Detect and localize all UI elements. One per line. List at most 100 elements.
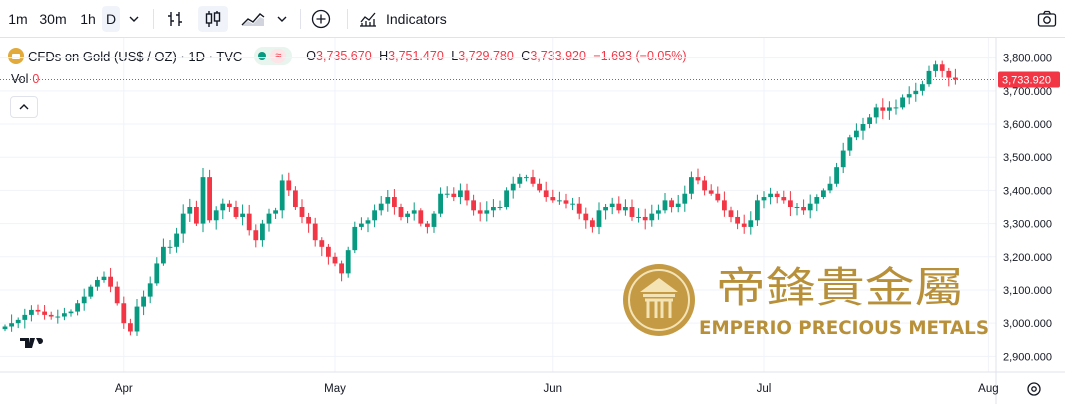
- gold-symbol-icon: [8, 48, 24, 64]
- ohlc-values: O3,735.670 H3,751.470 L3,729.780 C3,733.…: [306, 49, 686, 63]
- candle-body: [240, 213, 245, 217]
- candle: [385, 190, 391, 212]
- candle: [246, 204, 252, 236]
- candle-body: [233, 207, 239, 217]
- candle: [933, 60, 938, 78]
- candle-body: [365, 220, 371, 224]
- price-tick-label: 3,000.000: [1003, 318, 1052, 330]
- candle-body: [451, 193, 457, 198]
- candle-body: [748, 220, 754, 227]
- price-tick-label: 3,600.000: [1003, 119, 1052, 131]
- interval-30m[interactable]: 30m: [39, 11, 67, 27]
- bar-chart-icon[interactable]: [163, 6, 187, 32]
- price-tick-label: 3,300.000: [1003, 219, 1052, 231]
- interval-dropdown-chevron-icon[interactable]: [124, 6, 144, 32]
- collapse-legend-button[interactable]: [10, 96, 38, 118]
- candles-chart-icon[interactable]: [198, 6, 228, 32]
- candle-body: [121, 303, 127, 324]
- candle-body: [939, 64, 945, 71]
- last-price-tag-label: 3,733.920: [1002, 75, 1051, 87]
- brand-name-english: EMPERIO PRECIOUS METALS: [699, 317, 989, 339]
- interval-1h[interactable]: 1h: [80, 11, 96, 27]
- candle: [220, 198, 226, 220]
- candle: [194, 200, 199, 227]
- candle: [121, 296, 127, 329]
- candle: [312, 217, 318, 247]
- area-chart-icon[interactable]: [238, 6, 268, 32]
- candle-body: [814, 197, 820, 204]
- candle: [609, 197, 615, 215]
- candle: [939, 60, 945, 78]
- candle: [484, 201, 490, 222]
- candle: [9, 314, 14, 332]
- candle-body: [378, 203, 384, 211]
- indicators-button[interactable]: Indicators: [358, 6, 456, 32]
- candle: [200, 167, 206, 233]
- candle-body: [728, 210, 734, 217]
- candle-body: [279, 180, 285, 211]
- candle-body: [220, 203, 226, 211]
- candle-body: [81, 296, 87, 304]
- chart-type-chevron-icon[interactable]: [272, 6, 292, 32]
- candle-body: [735, 216, 740, 224]
- candle: [722, 191, 727, 217]
- candle-body: [48, 314, 54, 317]
- candle: [227, 200, 232, 212]
- interval-1m[interactable]: 1m: [8, 11, 28, 27]
- symbol-title[interactable]: CFDs on Gold (US$ / OZ) · 1D · TVC: [28, 48, 243, 64]
- candle: [623, 199, 628, 216]
- settings-gear-icon[interactable]: [1027, 382, 1041, 396]
- price-chart[interactable]: 帝鋒貴金屬 EMPERIO PRECIOUS METALS 3,800.0003…: [0, 38, 1065, 404]
- camera-icon[interactable]: [1034, 6, 1060, 32]
- candle-body: [854, 130, 859, 138]
- candle-body: [260, 223, 265, 241]
- market-status-badge[interactable]: ≈: [254, 47, 293, 65]
- top-toolbar: 1m 30m 1h D Indicators: [0, 0, 1065, 38]
- candle: [55, 309, 61, 324]
- add-symbol-icon[interactable]: [308, 6, 334, 32]
- candle: [656, 204, 661, 220]
- candle: [887, 101, 892, 120]
- candle-body: [953, 77, 958, 80]
- candle-body: [398, 207, 404, 217]
- candle: [662, 192, 668, 214]
- candle-body: [75, 303, 80, 312]
- open-value: 3,735.670: [316, 49, 372, 63]
- interval-d[interactable]: D: [102, 6, 120, 32]
- time-axis[interactable]: AprMayJunJulAugSepOct: [115, 383, 1065, 395]
- candle: [926, 65, 932, 87]
- candle: [372, 204, 377, 228]
- candle: [491, 199, 496, 218]
- candle-body: [246, 213, 252, 231]
- brand-watermark: 帝鋒貴金屬 EMPERIO PRECIOUS METALS: [623, 263, 989, 339]
- candle: [854, 123, 859, 141]
- candle-body: [504, 190, 509, 207]
- price-axis[interactable]: 3,800.000 3,700.000 3,600.000 3,500.000 3,40…: [0, 38, 1065, 404]
- candle: [576, 196, 582, 220]
- candle-body: [187, 207, 193, 214]
- candle: [497, 200, 503, 211]
- candle-body: [359, 223, 364, 227]
- candle: [840, 142, 846, 174]
- candle-body: [207, 177, 212, 221]
- candle: [114, 281, 120, 306]
- volume-value: 0: [32, 72, 40, 86]
- month-tick-label: Jun: [544, 383, 563, 395]
- close-value: 3,733.920: [530, 49, 586, 63]
- candle: [326, 244, 331, 265]
- candle-body: [332, 256, 338, 264]
- candle: [213, 206, 219, 230]
- candle: [365, 217, 371, 233]
- candle: [279, 174, 285, 219]
- candle-body: [774, 193, 780, 198]
- candle: [207, 169, 212, 223]
- candle: [920, 80, 925, 96]
- candle: [768, 187, 773, 205]
- tradingview-logo[interactable]: [20, 338, 43, 348]
- price-tick-label: 3,700.000: [1003, 86, 1052, 98]
- candle-body: [286, 180, 292, 191]
- candle: [378, 196, 384, 216]
- candle: [306, 212, 311, 233]
- month-tick-label: Apr: [115, 383, 133, 395]
- candle-body: [128, 323, 133, 332]
